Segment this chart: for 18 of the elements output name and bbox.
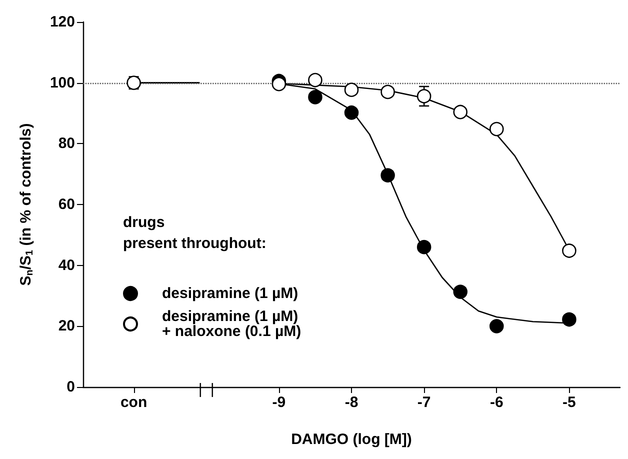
legend-title: drugs present throughout: [123, 214, 266, 252]
x-tick-label: -7 [417, 394, 431, 411]
legend-label: desipramine (1 µM) + naloxone (0.1 µM) [162, 308, 302, 340]
x-tick-label: -5 [562, 394, 576, 411]
y-tick-label: 100 [50, 74, 75, 92]
y-tick-label: 0 [66, 378, 75, 396]
x-axis-title: DAMGO (log [M]) [291, 431, 412, 448]
y-tick-label: 40 [58, 256, 75, 274]
x-tick-label: con [120, 394, 148, 411]
x-tick-label: -9 [272, 394, 286, 411]
y-axis-title: Sn/S1 (in % of controls) [18, 123, 36, 286]
legend-label: desipramine (1 µM) [162, 285, 298, 302]
x-tick-label: -6 [490, 394, 504, 411]
y-tick-label: 60 [58, 196, 75, 213]
y-tick-label: 80 [58, 135, 75, 152]
y-tick-label: 120 [50, 14, 75, 30]
y-tick-label: 20 [58, 318, 75, 335]
x-tick-label: -8 [344, 394, 358, 411]
